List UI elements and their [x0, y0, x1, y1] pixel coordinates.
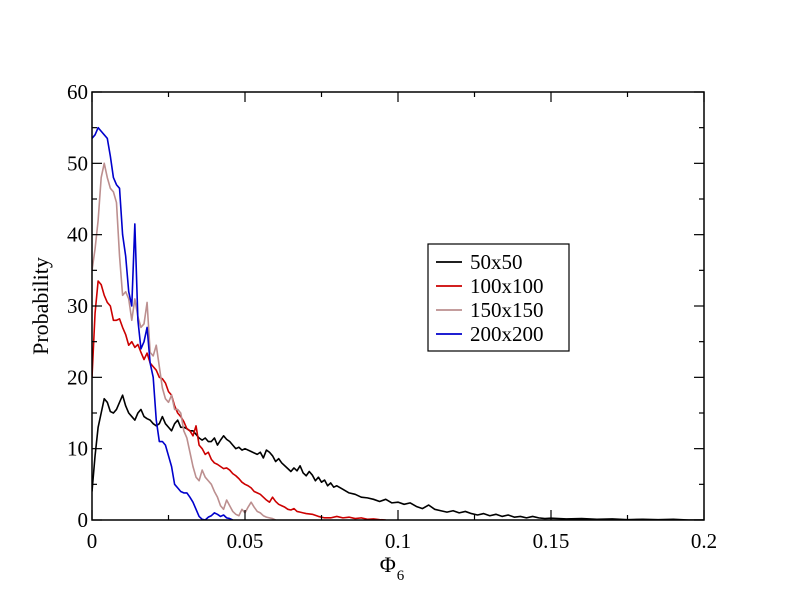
series-line-50x50	[92, 394, 704, 520]
legend-label-100x100: 100x100	[470, 274, 544, 298]
series-line-100x100	[92, 280, 386, 520]
ticks-layer	[91, 91, 705, 521]
x-axis-label: Φ6	[380, 552, 405, 584]
plot-frame	[91, 91, 705, 521]
x-tick-label: 0.05	[227, 529, 264, 553]
y-tick-label: 60	[67, 80, 88, 104]
legend-label-150x150: 150x150	[470, 298, 544, 322]
y-tick-label: 50	[67, 151, 88, 175]
tick-labels-layer: 0 0.05 0.1 0.15 0.2 0 10 20 30 40 50 60	[67, 80, 717, 553]
x-tick-label: 0	[87, 529, 98, 553]
x-axis-label-main: Φ	[380, 552, 396, 577]
series-layer	[92, 126, 704, 520]
x-tick-label: 0.2	[691, 529, 717, 553]
y-tick-label: 40	[67, 223, 88, 247]
y-tick-label: 0	[78, 508, 89, 532]
y-tick-label: 10	[67, 437, 88, 461]
series-line-200x200	[92, 126, 234, 520]
y-tick-label: 20	[67, 365, 88, 389]
x-axis-label-subscript: 6	[397, 568, 405, 584]
y-axis-label: Probability	[28, 257, 53, 355]
legend-label-50x50: 50x50	[470, 250, 523, 274]
x-tick-label: 0.15	[533, 529, 570, 553]
series-line-150x150	[92, 162, 276, 520]
y-tick-label: 30	[67, 294, 88, 318]
x-tick-label: 0.1	[385, 529, 411, 553]
legend-label-200x200: 200x200	[470, 322, 544, 346]
